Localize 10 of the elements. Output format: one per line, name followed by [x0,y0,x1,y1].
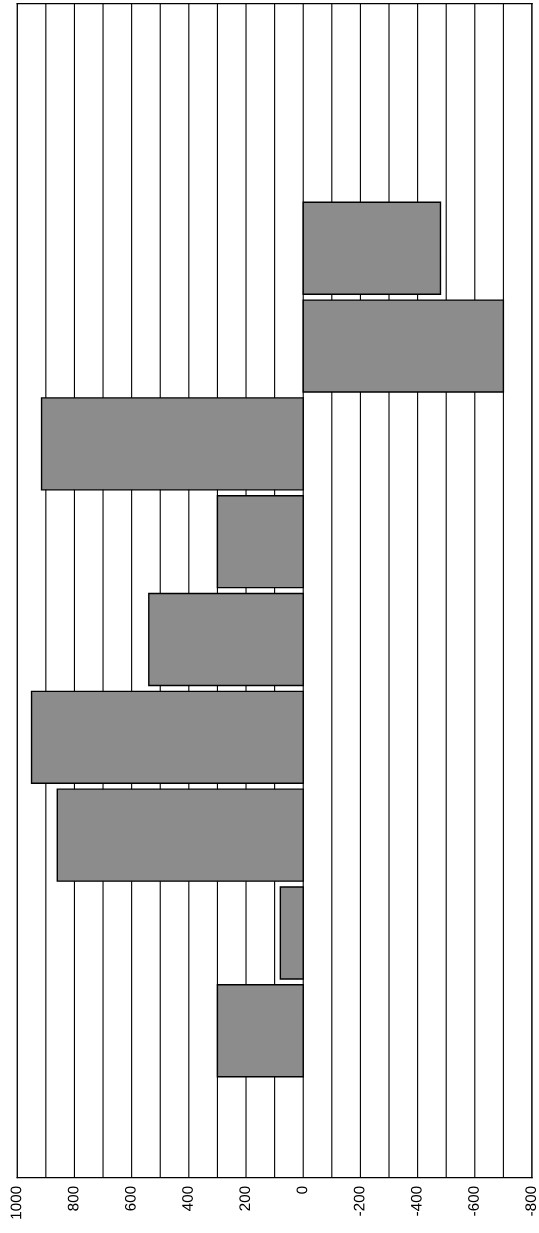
x-tick-label: 0 [296,1186,308,1194]
x-tick-label: 1000 [10,1186,22,1219]
x-tick-label: -400 [410,1186,422,1216]
x-tick-label: 800 [67,1186,79,1211]
x-tick-label: 600 [124,1186,136,1211]
x-tick-label: -200 [353,1186,365,1216]
x-tick-label: -600 [468,1186,479,1216]
x-tick-label: -800 [525,1186,537,1216]
x-tick-label: 400 [182,1186,193,1211]
x-tick-label: 200 [239,1186,251,1211]
